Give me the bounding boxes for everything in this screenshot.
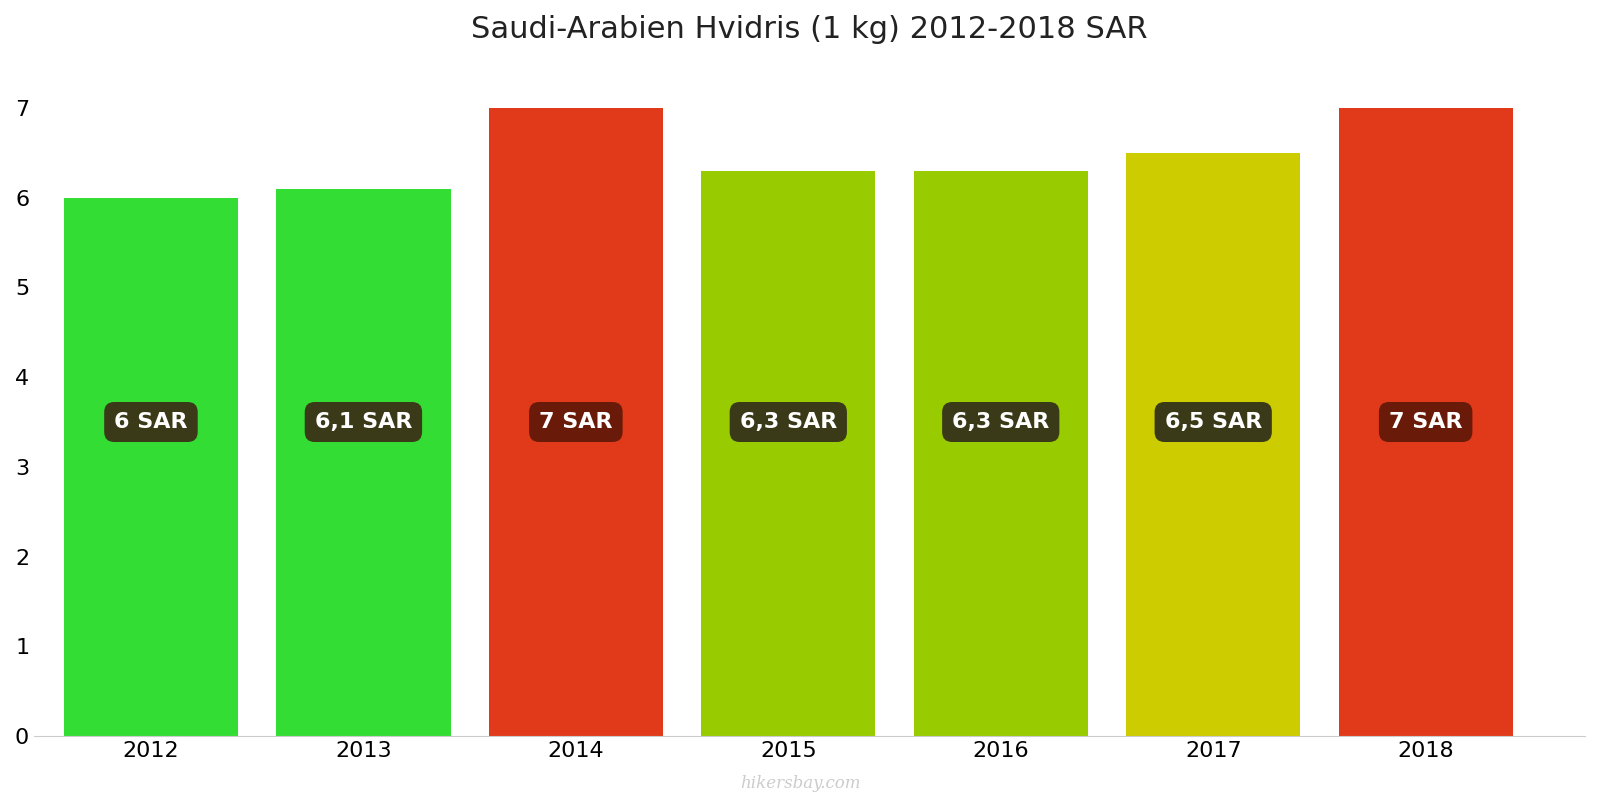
Text: 6 SAR: 6 SAR: [114, 412, 187, 432]
Text: 6,3 SAR: 6,3 SAR: [952, 412, 1050, 432]
Bar: [64, 198, 238, 736]
Bar: [701, 170, 875, 736]
Bar: [1126, 153, 1301, 736]
Text: 6,3 SAR: 6,3 SAR: [739, 412, 837, 432]
Bar: [1339, 108, 1512, 736]
Text: hikersbay.com: hikersbay.com: [739, 775, 861, 792]
Bar: [488, 108, 662, 736]
Bar: [277, 189, 451, 736]
Text: 6,5 SAR: 6,5 SAR: [1165, 412, 1262, 432]
Text: 7 SAR: 7 SAR: [539, 412, 613, 432]
Title: Saudi-Arabien Hvidris (1 kg) 2012-2018 SAR: Saudi-Arabien Hvidris (1 kg) 2012-2018 S…: [472, 15, 1147, 44]
Text: 7 SAR: 7 SAR: [1389, 412, 1462, 432]
Text: 6,1 SAR: 6,1 SAR: [315, 412, 413, 432]
Bar: [914, 170, 1088, 736]
